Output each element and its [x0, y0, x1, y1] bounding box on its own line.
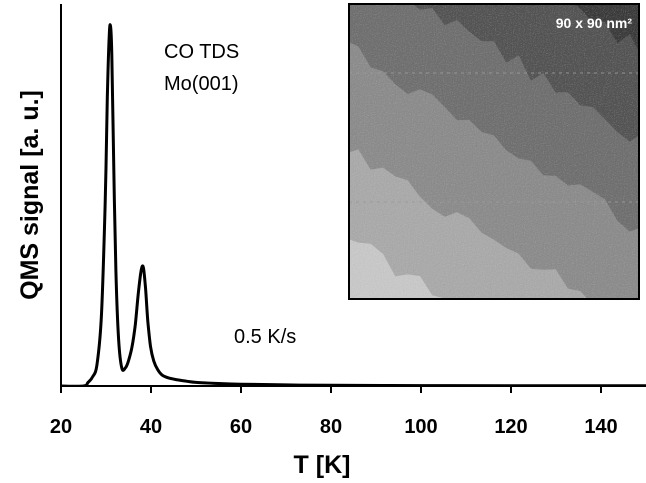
x-tick-label: 140: [584, 416, 617, 438]
x-ticks: 20 40 60 80 100 120 140: [50, 386, 618, 438]
inset-scale-label: 90 x 90 nm²: [556, 15, 633, 31]
annotation-heating-rate: 0.5 K/s: [234, 326, 296, 348]
x-tick-label: 120: [494, 416, 527, 438]
inset-terrace: [349, 239, 446, 299]
inset-terraces: [349, 4, 639, 299]
series-line-co-tds: [61, 23, 646, 386]
x-tick-label: 20: [50, 416, 72, 438]
y-axis-label: QMS signal [a. u.]: [16, 90, 44, 300]
x-tick-label: 60: [230, 416, 252, 438]
annotation-mo-001: Mo(001): [164, 73, 238, 95]
inset-frame: [348, 3, 640, 300]
x-tick-label: 80: [320, 416, 342, 438]
annotation-co-tds: CO TDS: [164, 41, 239, 63]
x-axis-label: T [K]: [294, 451, 351, 479]
x-tick-label: 100: [404, 416, 437, 438]
stm-inset-image: 90 x 90 nm²: [348, 3, 640, 300]
inset-terrace: [349, 149, 588, 299]
x-tick-label: 40: [140, 416, 162, 438]
